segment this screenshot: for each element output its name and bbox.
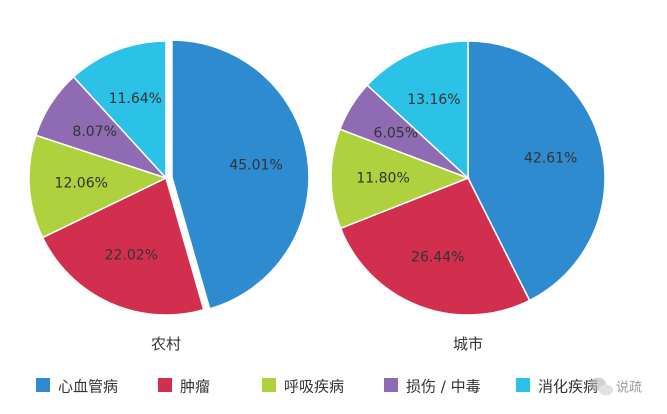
slice-value-label: 26.44% (411, 249, 464, 265)
pie-caption: 农村 (151, 335, 181, 353)
pie-caption: 城市 (453, 335, 483, 353)
pie-slice-5 (366, 40, 469, 180)
legend-label: 心血管病 (58, 378, 118, 396)
slice-value-label: 12.06% (55, 176, 108, 192)
legend-swatch (516, 378, 530, 392)
legend-swatch (36, 378, 50, 392)
pie-slice-2 (339, 177, 531, 316)
pie-slice-5 (72, 40, 167, 180)
slice-value-label: 13.16% (407, 92, 460, 108)
pie-slice-1 (171, 39, 310, 310)
slice-value-label: 11.64% (109, 91, 162, 107)
legend: 心血管病 肿瘤 呼吸疾病 损伤 / 中毒 消化疾病 (36, 378, 598, 396)
pie-slice-3 (28, 134, 169, 239)
pie-slice-1 (467, 40, 606, 302)
slice-value-label: 42.61% (524, 150, 577, 166)
pie-urban: 42.61% 26.44% 11.80% 6.05% 13.16% 城市 (330, 40, 606, 353)
legend-swatch (384, 378, 398, 392)
legend-item: 肿瘤 (158, 378, 210, 396)
slice-value-label: 45.01% (229, 157, 282, 173)
slice-value-label: 22.02% (105, 248, 158, 264)
watermark-text: 说疏 (616, 381, 642, 396)
legend-item: 消化疾病 (516, 378, 598, 396)
slice-value-label: 11.80% (356, 171, 409, 187)
legend-label: 消化疾病 (538, 378, 598, 396)
legend-swatch (262, 378, 276, 392)
legend-item: 损伤 / 中毒 (384, 378, 481, 396)
wechat-icon (590, 377, 613, 396)
pie-rural: 45.01% 22.02% 12.06% 8.07% 11.64% 农村 (28, 39, 310, 353)
pie-slice-3 (330, 128, 471, 230)
legend-item: 呼吸疾病 (262, 378, 344, 396)
pie-slice-2 (41, 176, 205, 316)
legend-item: 心血管病 (36, 378, 118, 396)
watermark: 说疏 (590, 377, 642, 396)
legend-label: 损伤 / 中毒 (406, 378, 481, 396)
legend-swatch (158, 378, 172, 392)
slice-value-label: 6.05% (374, 125, 418, 141)
legend-label: 呼吸疾病 (284, 378, 344, 396)
slice-value-label: 8.07% (72, 124, 116, 140)
legend-label: 肿瘤 (180, 378, 210, 396)
